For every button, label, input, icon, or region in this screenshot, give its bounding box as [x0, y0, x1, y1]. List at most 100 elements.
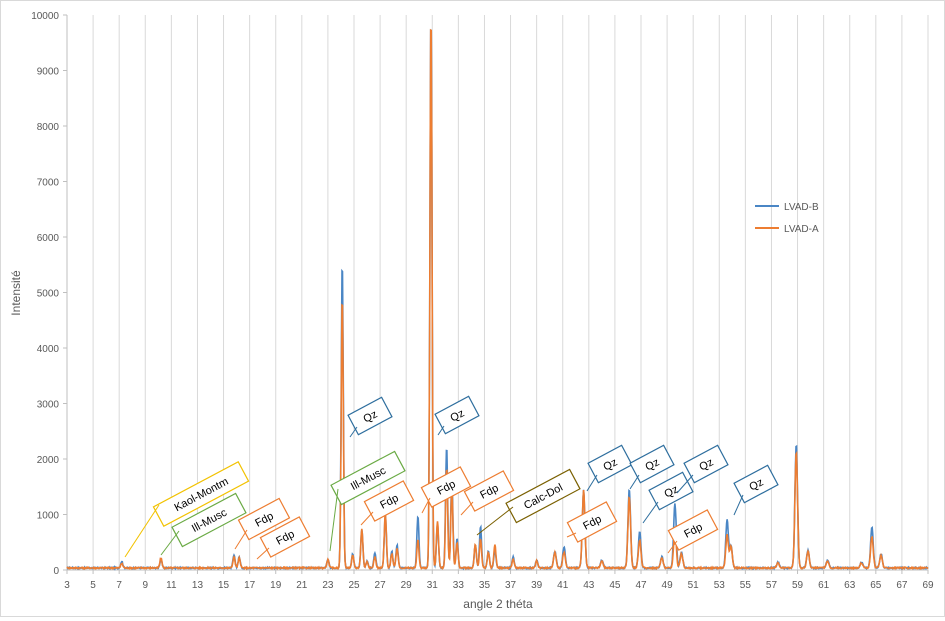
- annotation-label: Qz: [448, 407, 466, 424]
- annotation-callout: Fdp: [259, 516, 311, 558]
- x-tick-label: 69: [922, 580, 934, 591]
- annotation-leader: [349, 426, 358, 438]
- annotation-leader: [234, 529, 248, 550]
- x-tick-label: 39: [531, 580, 543, 591]
- annotation-leader: [642, 501, 659, 524]
- y-tick-label: 1000: [37, 511, 60, 522]
- x-tick-label: 9: [142, 580, 148, 591]
- annotation-callout: Qz: [587, 444, 633, 484]
- x-tick-label: 37: [505, 580, 517, 591]
- annotation-box: [259, 516, 311, 558]
- x-tick-label: 17: [244, 580, 256, 591]
- x-tick-label: 67: [896, 580, 908, 591]
- x-tick-label: 55: [740, 580, 752, 591]
- annotation-box: [330, 450, 406, 506]
- annotation-label: Qz: [643, 456, 661, 473]
- x-tick-label: 27: [375, 580, 387, 591]
- x-tick-label: 53: [714, 580, 726, 591]
- annotation-leader: [460, 501, 474, 516]
- y-tick-label: 8000: [37, 122, 60, 133]
- x-tick-label: 29: [401, 580, 413, 591]
- annotation-box: [566, 501, 618, 543]
- annotation-leader: [476, 506, 514, 536]
- y-tick-label: 0: [53, 566, 59, 577]
- x-tick-label: 65: [870, 580, 882, 591]
- x-tick-label: 3: [64, 580, 70, 591]
- annotation-box: [629, 444, 675, 484]
- annotation-box: [733, 464, 779, 504]
- annotation-callout: Qz: [733, 464, 779, 504]
- annotation-box: [648, 471, 694, 511]
- x-tick-label: 47: [635, 580, 647, 591]
- x-tick-label: 33: [453, 580, 465, 591]
- annotation-callout: Qz: [434, 395, 480, 435]
- annotation-box: [667, 509, 719, 551]
- annotation-label: Qz: [361, 408, 379, 425]
- series-line-lvad-a: [66, 28, 929, 571]
- annotation-label: Qz: [601, 456, 619, 473]
- annotation-box: [152, 460, 250, 528]
- annotation-box: [587, 444, 633, 484]
- x-tick-label: 31: [427, 580, 439, 591]
- x-tick-label: 59: [792, 580, 804, 591]
- annotation-callout: Fdp: [463, 470, 515, 512]
- x-tick-label: 21: [296, 580, 308, 591]
- legend-label: LVAD-A: [784, 224, 819, 235]
- annotation-box: [434, 395, 480, 435]
- x-tick-label: 61: [818, 580, 830, 591]
- annotation-box: [237, 497, 291, 541]
- x-tick-label: 35: [479, 580, 491, 591]
- x-tick-label: 13: [192, 580, 204, 591]
- annotation-leader: [733, 494, 744, 516]
- x-tick-label: 57: [766, 580, 778, 591]
- annotation-leader: [566, 532, 577, 538]
- y-tick-label: 9000: [37, 67, 60, 78]
- annotation-box: [420, 466, 472, 508]
- annotation-callout: Qz: [347, 396, 393, 436]
- annotation-leader: [676, 474, 694, 494]
- annotation-leader: [421, 497, 431, 514]
- annotation-callout: Ill-Musc: [330, 450, 406, 506]
- x-tick-label: 5: [90, 580, 96, 591]
- y-tick-label: 2000: [37, 455, 60, 466]
- annotation-leader: [586, 474, 598, 492]
- x-tick-label: 43: [583, 580, 595, 591]
- x-tick-label: 63: [844, 580, 856, 591]
- annotation-box: [505, 468, 581, 524]
- x-tick-label: 49: [662, 580, 674, 591]
- annotation-callout: Fdp: [420, 466, 472, 508]
- annotation-box: [171, 492, 247, 548]
- y-tick-label: 5000: [37, 289, 60, 300]
- annotation-leader: [256, 547, 270, 560]
- y-tick-label: 10000: [31, 11, 59, 22]
- annotation-leader: [629, 474, 640, 490]
- x-tick-label: 19: [270, 580, 282, 591]
- x-tick-label: 23: [322, 580, 334, 591]
- annotation-callout: Qz: [683, 444, 729, 484]
- annotation-callout: Qz: [629, 444, 675, 484]
- x-tick-label: 15: [218, 580, 230, 591]
- annotation-box: [363, 480, 415, 522]
- y-axis-label: Intensité: [9, 270, 23, 316]
- annotation-leader: [160, 530, 180, 556]
- x-tick-label: 7: [116, 580, 122, 591]
- annotation-leader: [124, 504, 160, 558]
- y-tick-label: 3000: [37, 400, 60, 411]
- annotation-callout: Calc-Dol: [505, 468, 581, 524]
- axes: 3 5 7 9 11 13 15 17 19 21 23 25 27 29 31 33 35 37 39 41 43 45…: [31, 11, 934, 591]
- legend-label: LVAD-B: [784, 202, 819, 213]
- legend: LVAD-B LVAD-A: [755, 202, 819, 235]
- annotation-box: [683, 444, 729, 484]
- annotation-callout: Fdp: [363, 480, 415, 522]
- annotation-leader: [667, 540, 678, 554]
- x-tick-label: 51: [688, 580, 700, 591]
- x-tick-label: 25: [348, 580, 360, 591]
- plot-area: [66, 28, 929, 571]
- annotation-leader: [329, 488, 339, 552]
- x-tick-label: 41: [557, 580, 569, 591]
- y-tick-label: 6000: [37, 233, 60, 244]
- annotation-callout: Fdp: [237, 497, 291, 541]
